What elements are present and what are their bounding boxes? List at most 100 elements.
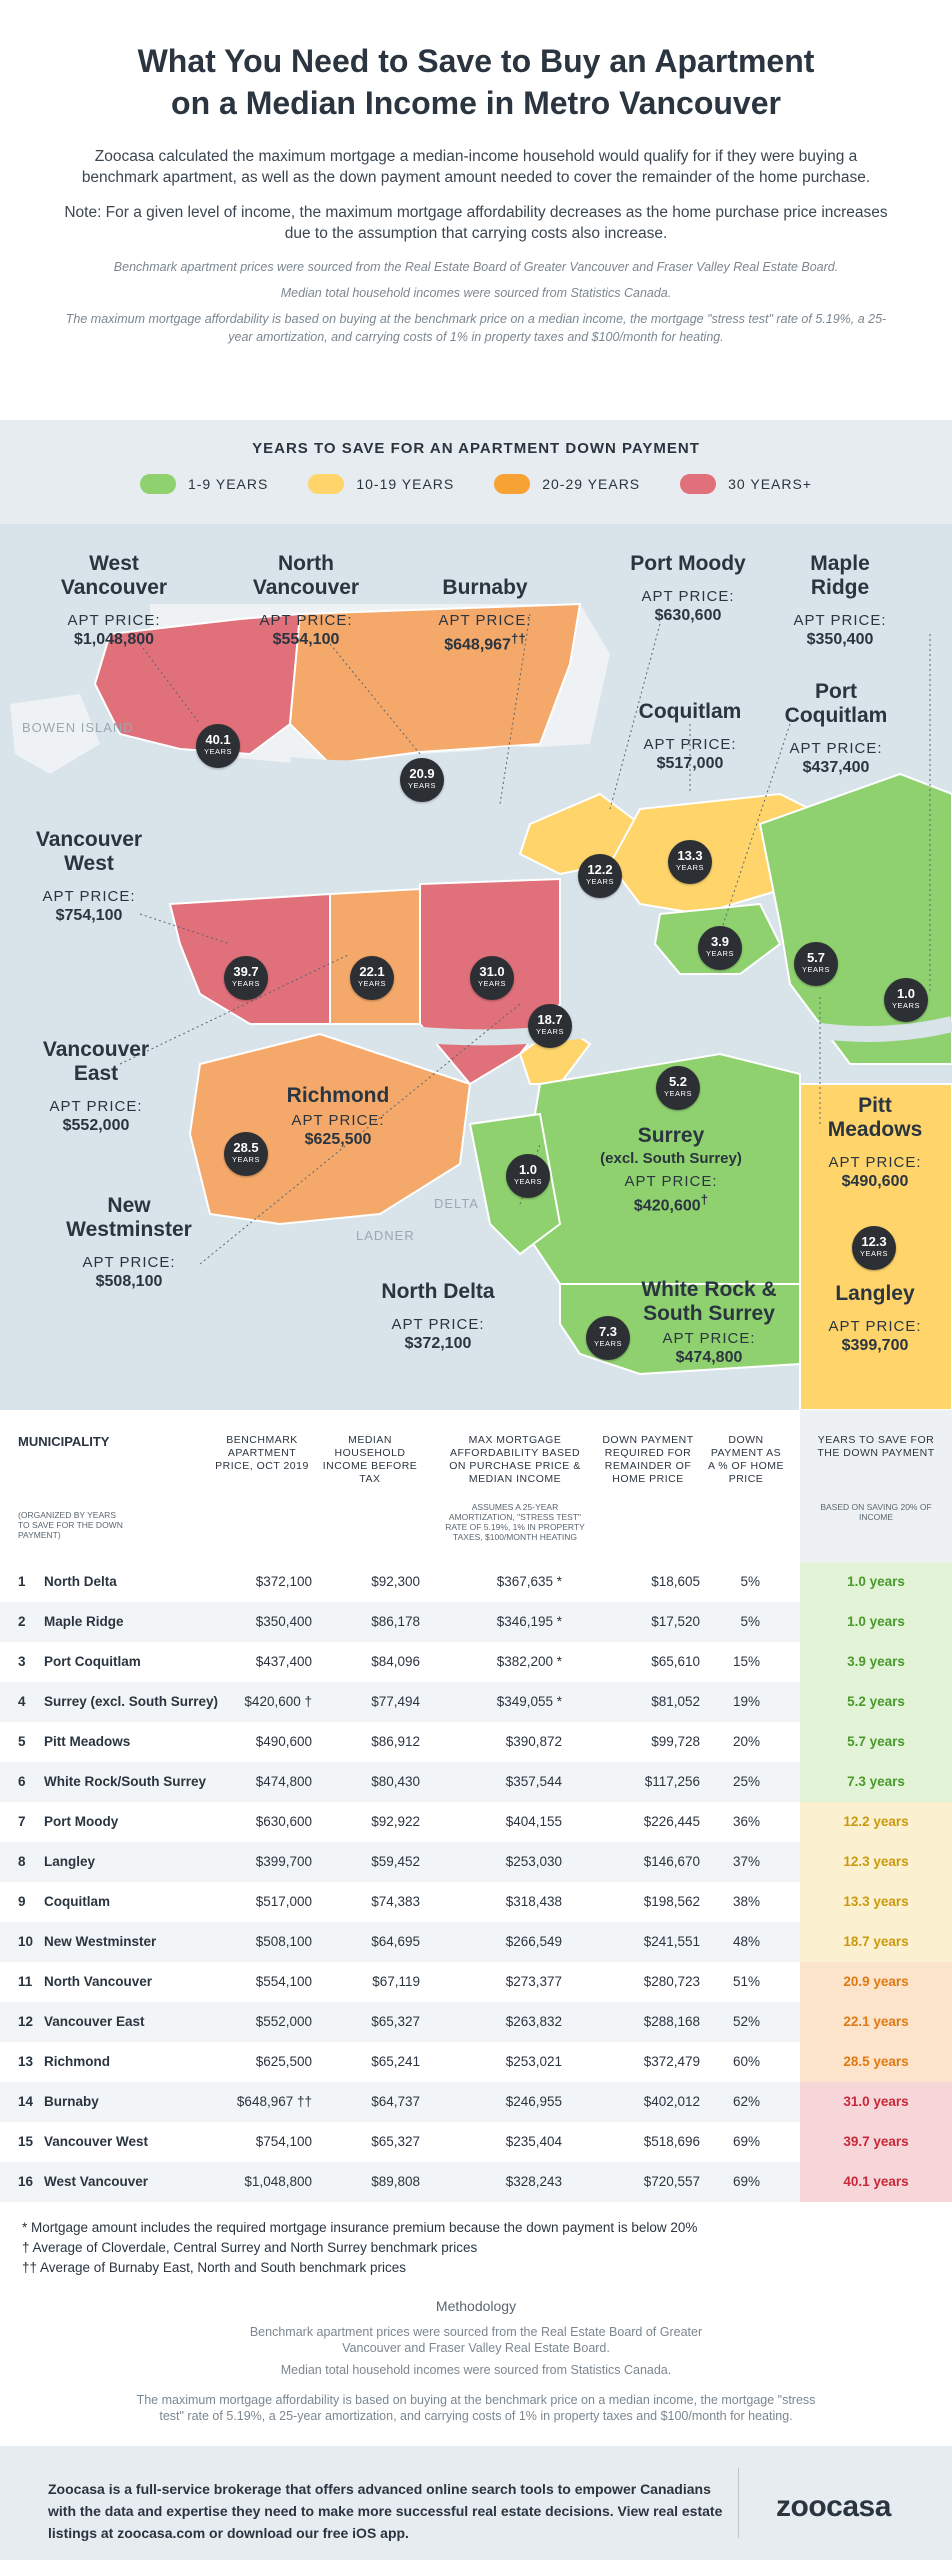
cell-pct: 37%: [732, 1854, 760, 1869]
legend-swatch-red: [680, 474, 717, 494]
cell-mortgage: $235,404: [505, 2134, 562, 2149]
cell-down: $81,052: [651, 1694, 700, 1709]
cell-mortgage: $404,155: [505, 1814, 562, 1829]
label-langley: Langley APT PRICE: $399,700: [828, 1282, 922, 1354]
cell-name: Pitt Meadows: [44, 1734, 131, 1749]
cell-down: $288,168: [643, 2014, 700, 2029]
table-row: 8 Langley $399,700 $59,452 $253,030 $146,670 3…: [0, 1842, 952, 1882]
cell-n: 2: [18, 1614, 26, 1629]
cell-income: $64,737: [371, 2094, 420, 2109]
label-north-vancouver: North Vancouver APT PRICE: $554,100: [252, 552, 360, 648]
table-row: 10 New Westminster $508,100 $64,695 $266,549…: [0, 1922, 952, 1962]
zoocasa-logo: zoocasa: [776, 2490, 891, 2523]
cell-apt: $399,700: [255, 1854, 312, 1869]
cell-pct: 60%: [732, 2054, 760, 2069]
bubble-surrey: 5.2 YEARS: [656, 1066, 700, 1110]
cell-down: $241,551: [643, 1934, 700, 1949]
cell-income: $92,922: [371, 1814, 420, 1829]
cell-income: $77,494: [371, 1694, 420, 1709]
cell-pct: 52%: [732, 2014, 760, 2029]
legend-title: YEARS TO SAVE FOR AN APARTMENT DOWN PAYM…: [252, 440, 700, 457]
cell-n: 16: [18, 2174, 34, 2189]
cell-years: 18.7 years: [800, 1922, 952, 1962]
region-richmond: [188, 1032, 472, 1226]
cell-apt: $552,000: [255, 2014, 312, 2029]
bubble-port-moody: 12.2 YEARS: [578, 854, 622, 898]
cell-mortgage: $253,030: [505, 1854, 562, 1869]
label-port-moody: Port Moody APT PRICE: $630,600: [630, 552, 746, 624]
cell-down: $99,728: [651, 1734, 700, 1749]
assumptions-text: The maximum mortgage affordability is ba…: [65, 312, 887, 344]
label-west-vancouver: West Vancouver APT PRICE: $1,048,800: [60, 552, 168, 648]
th-apt-price: BENCHMARK APARTMENT PRICE, OCT 2019: [215, 1434, 309, 1472]
cell-n: 9: [18, 1894, 26, 1909]
source-income: Median total household incomes were sour…: [280, 286, 672, 300]
bubble-white-rock: 7.3 YEARS: [586, 1316, 630, 1360]
cell-years: 5.2 years: [800, 1682, 952, 1722]
page-title: What You Need to Save to Buy an Apartmen…: [137, 43, 815, 121]
th-years-note: BASED ON SAVING 20% OF INCOME: [820, 1502, 932, 1522]
bubble-langley: 12.3 YEARS: [852, 1226, 896, 1270]
region-west-vancouver: [93, 612, 302, 756]
cell-n: 13: [18, 2054, 34, 2069]
th-years: YEARS TO SAVE FOR THE DOWN PAYMENT: [817, 1434, 935, 1459]
footer-text: Zoocasa is a full-service brokerage that…: [48, 2481, 723, 2541]
footnote-double-dagger: †† Average of Burnaby East, North and So…: [22, 2260, 406, 2275]
source-prices: Benchmark apartment prices were sourced …: [113, 260, 839, 274]
table-row: 2 Maple Ridge $350,400 $86,178 $346,195 * $17…: [0, 1602, 952, 1642]
cell-mortgage: $253,021: [505, 2054, 562, 2069]
bubble-west-vancouver: 40.1 YEARS: [196, 724, 240, 768]
cell-apt: $437,400: [255, 1654, 312, 1669]
legend-band: [0, 420, 952, 524]
label-delta: DELTA: [434, 1196, 479, 1211]
cell-n: 11: [18, 1974, 33, 1989]
cell-income: $65,327: [371, 2014, 420, 2029]
cell-mortgage: $390,872: [505, 1734, 562, 1749]
cell-n: 12: [18, 2014, 34, 2029]
cell-apt: $625,500: [255, 2054, 312, 2069]
cell-name: White Rock/South Surrey: [44, 1774, 207, 1789]
footer: Zoocasa is a full-service brokerage that…: [0, 2446, 952, 2560]
bubble-richmond: 28.5 YEARS: [224, 1132, 268, 1176]
cell-down: $65,610: [651, 1654, 700, 1669]
cell-pct: 69%: [732, 2134, 760, 2149]
cell-n: 3: [18, 1654, 26, 1669]
cell-years: 31.0 years: [800, 2082, 952, 2122]
cell-n: 5: [18, 1734, 26, 1749]
cell-years: 39.7 years: [800, 2122, 952, 2162]
region-map: BOWEN ISLAND DELTA LADNER West Vancouver…: [0, 524, 952, 1410]
cell-down: $372,479: [643, 2054, 700, 2069]
cell-down: $18,605: [651, 1574, 700, 1589]
label-richmond: Richmond APT PRICE: $625,500: [286, 1084, 390, 1148]
label-new-westminster: New Westminster APT PRICE: $508,100: [66, 1194, 192, 1290]
cell-years: 12.3 years: [800, 1842, 952, 1882]
label-bowen-island: BOWEN ISLAND: [22, 720, 134, 735]
cell-years: 1.0 years: [800, 1602, 952, 1642]
cell-apt: $648,967 ††: [236, 2094, 312, 2109]
cell-pct: 69%: [732, 2174, 760, 2189]
bubble-north-delta: 1.0 YEARS: [506, 1154, 550, 1198]
cell-mortgage: $367,635 *: [496, 1574, 562, 1589]
cell-years: 5.7 years: [800, 1722, 952, 1762]
label-coquitlam: Coquitlam APT PRICE: $517,000: [638, 700, 742, 772]
legend-item-yellow: 10-19 YEARS: [308, 474, 454, 494]
legend-swatch-green: [139, 474, 176, 494]
cell-income: $84,096: [371, 1654, 420, 1669]
cell-apt: $508,100: [255, 1934, 312, 1949]
label-pitt-meadows: Pitt Meadows APT PRICE: $490,600: [827, 1094, 923, 1190]
cell-n: 15: [18, 2134, 34, 2149]
cell-mortgage: $346,195 *: [496, 1614, 562, 1629]
cell-down: $518,696: [643, 2134, 700, 2149]
cell-apt: $372,100: [255, 1574, 312, 1589]
cell-name: North Vancouver: [44, 1974, 153, 1989]
cell-mortgage: $273,377: [505, 1974, 562, 1989]
label-surrey: Surrey (excl. South Surrey) APT PRICE: $…: [600, 1124, 742, 1215]
cell-pct: 20%: [732, 1734, 760, 1749]
cell-income: $65,241: [371, 2054, 420, 2069]
intro-paragraph: Zoocasa calculated the maximum mortgage …: [81, 148, 871, 186]
cell-years: 28.5 years: [800, 2042, 952, 2082]
cell-income: $86,178: [371, 1614, 420, 1629]
table-row: 7 Port Moody $630,600 $92,922 $404,155 $226,4…: [0, 1802, 952, 1842]
table-row: 5 Pitt Meadows $490,600 $86,912 $390,872 $99,…: [0, 1722, 952, 1762]
label-burnaby: Burnaby APT PRICE: $648,967††: [438, 576, 532, 654]
